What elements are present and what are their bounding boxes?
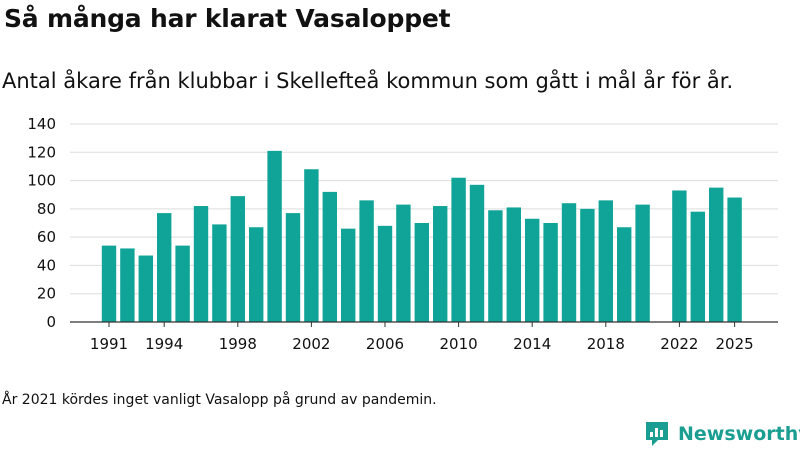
- y-tick-label: 120: [27, 143, 56, 161]
- bar-chart: 0 20 40 60 80 100 120 140 1991 1994 1998 2002 2006 20…: [27, 115, 778, 353]
- bar-2018: [598, 200, 613, 322]
- bar-1995: [175, 245, 190, 322]
- axes: 0 20 40 60 80 100 120 140 1991 1994 1998 2002 2006 20…: [27, 115, 778, 353]
- bar-2016: [561, 203, 577, 322]
- bar-2000: [267, 150, 282, 322]
- y-tick-label: 100: [27, 172, 56, 190]
- y-tick-label: 40: [37, 256, 56, 274]
- brand-name: Newsworthy: [678, 423, 800, 445]
- bar-2019: [617, 227, 632, 322]
- bar-1994: [157, 213, 172, 322]
- bar-2004: [341, 228, 356, 322]
- bar-2022: [672, 190, 687, 322]
- x-tick-label: 2014: [513, 335, 551, 353]
- bar-2014: [525, 218, 540, 322]
- bar-2001: [285, 213, 301, 322]
- x-tick-label: 1991: [90, 335, 128, 353]
- bar-2002: [304, 169, 319, 322]
- bar-2023: [690, 211, 705, 322]
- x-tick-label: 1998: [219, 335, 257, 353]
- bar-2009: [433, 206, 448, 322]
- bar-1991: [101, 245, 117, 322]
- bar-2020: [635, 204, 650, 322]
- bar-1993: [138, 255, 153, 322]
- bar-2005: [359, 200, 374, 322]
- bar-2012: [488, 210, 503, 322]
- bar-2024: [709, 187, 724, 322]
- bar-2006: [377, 225, 393, 322]
- x-tick-label: 2006: [366, 335, 404, 353]
- y-tick-label: 140: [27, 115, 56, 133]
- newsworthy-logo[interactable]: Newsworthy: [644, 419, 800, 449]
- y-tick-label: 0: [46, 313, 56, 331]
- bars: [101, 150, 742, 322]
- bar-1998: [230, 196, 245, 322]
- bar-1999: [249, 227, 264, 322]
- bar-2011: [469, 184, 485, 322]
- bar-2025: [727, 197, 742, 322]
- x-tick-label: 2022: [660, 335, 698, 353]
- y-tick-label: 20: [37, 285, 56, 303]
- x-tick-label: 2025: [716, 335, 754, 353]
- newsworthy-icon: [646, 422, 668, 446]
- bar-1992: [120, 248, 135, 322]
- bar-2003: [322, 191, 337, 322]
- y-tick-label: 80: [37, 200, 56, 218]
- bar-1997: [212, 224, 227, 322]
- bar-2010: [451, 177, 466, 322]
- x-tick-label: 1994: [145, 335, 183, 353]
- bar-2017: [580, 208, 595, 322]
- x-tick-label: 2018: [587, 335, 625, 353]
- bar-2013: [506, 207, 521, 322]
- bar-2008: [414, 223, 429, 322]
- bar-2015: [543, 223, 558, 322]
- x-tick-label: 2002: [292, 335, 330, 353]
- bar-1996: [193, 206, 209, 322]
- bar-2007: [396, 204, 411, 322]
- x-tick-label: 2010: [440, 335, 478, 353]
- footnote: År 2021 kördes inget vanligt Vasalopp på…: [2, 392, 437, 408]
- y-tick-label: 60: [37, 228, 56, 246]
- chart-subtitle: Antal åkare från klubbar i Skellefteå ko…: [2, 69, 734, 93]
- chart-title: Så många har klarat Vasaloppet: [4, 4, 451, 33]
